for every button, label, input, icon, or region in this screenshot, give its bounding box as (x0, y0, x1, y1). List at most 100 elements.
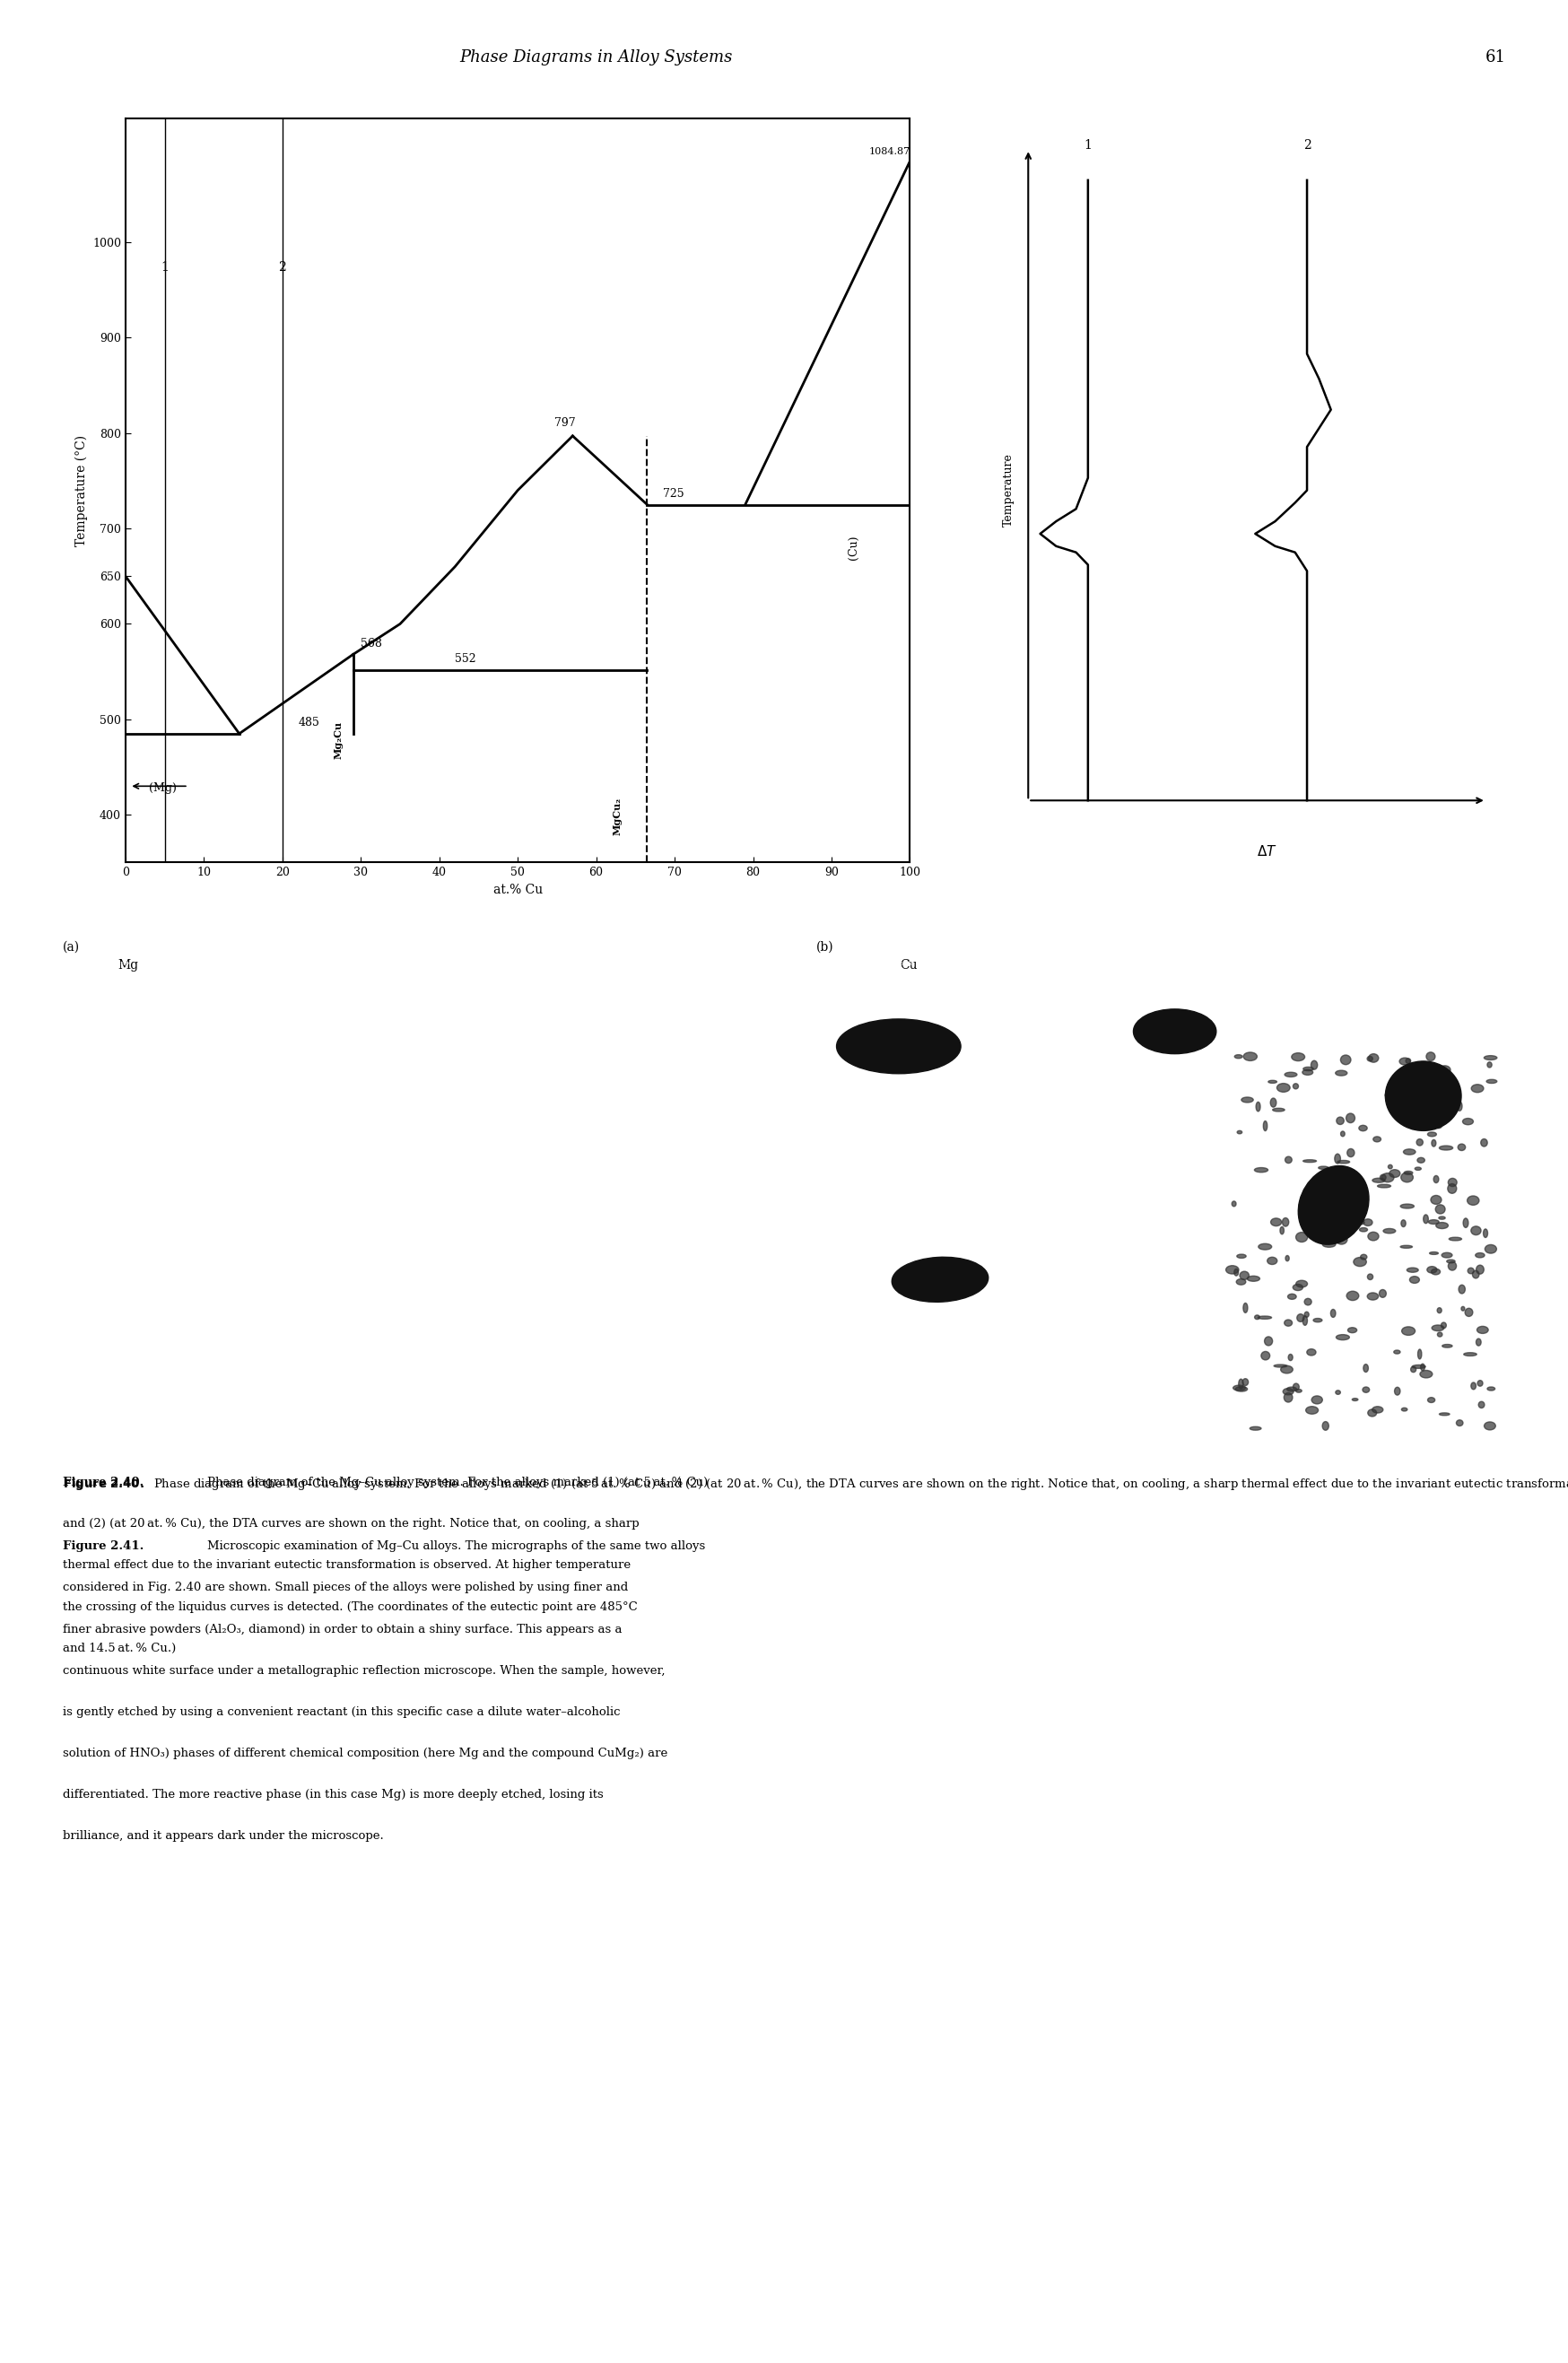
Ellipse shape (1267, 1080, 1276, 1082)
Ellipse shape (1414, 1167, 1421, 1170)
Ellipse shape (1261, 1352, 1269, 1361)
Ellipse shape (1279, 1366, 1292, 1373)
Ellipse shape (1475, 1326, 1488, 1333)
Ellipse shape (1474, 1252, 1483, 1257)
Ellipse shape (1419, 1371, 1432, 1378)
Ellipse shape (1342, 1217, 1348, 1224)
Ellipse shape (1284, 1319, 1292, 1326)
Ellipse shape (1334, 1153, 1339, 1163)
Ellipse shape (1295, 1281, 1306, 1288)
Ellipse shape (1254, 1002, 1369, 1130)
Ellipse shape (1258, 1316, 1272, 1319)
Text: 2: 2 (278, 260, 287, 274)
Ellipse shape (1236, 1255, 1245, 1257)
Ellipse shape (1485, 1080, 1496, 1082)
Ellipse shape (1270, 1219, 1281, 1226)
Ellipse shape (1303, 1297, 1311, 1304)
Ellipse shape (1243, 1052, 1256, 1061)
Ellipse shape (1237, 1130, 1242, 1134)
Text: and 14.5 at. % Cu.): and 14.5 at. % Cu.) (63, 1642, 176, 1654)
Y-axis label: Temperature (°C): Temperature (°C) (75, 435, 88, 546)
Ellipse shape (1486, 1387, 1494, 1389)
Text: continuous white surface under a metallographic reflection microscope. When the : continuous white surface under a metallo… (63, 1664, 665, 1675)
Ellipse shape (1427, 1132, 1436, 1137)
Ellipse shape (1471, 1271, 1479, 1278)
Ellipse shape (1242, 1378, 1248, 1385)
Ellipse shape (1334, 1389, 1339, 1394)
Ellipse shape (1388, 1092, 1392, 1094)
Ellipse shape (1225, 1267, 1239, 1274)
Ellipse shape (1273, 1363, 1286, 1368)
Ellipse shape (1303, 1160, 1316, 1163)
Ellipse shape (1417, 1349, 1421, 1359)
Ellipse shape (1250, 1427, 1261, 1430)
Ellipse shape (1428, 1252, 1438, 1255)
Ellipse shape (947, 1186, 1071, 1243)
Ellipse shape (1286, 1387, 1295, 1392)
Ellipse shape (1237, 1380, 1242, 1389)
Ellipse shape (1427, 1219, 1438, 1224)
Ellipse shape (207, 1101, 263, 1130)
Ellipse shape (1432, 1326, 1443, 1330)
Ellipse shape (1234, 1054, 1242, 1059)
Ellipse shape (1392, 1349, 1400, 1354)
Ellipse shape (541, 1295, 662, 1363)
Text: is gently etched by using a convenient reactant (in this specific case a dilute : is gently etched by using a convenient r… (63, 1706, 619, 1718)
Ellipse shape (1410, 1366, 1416, 1373)
Text: considered in Fig. 2.40 are shown. Small pieces of the alloys were polished by u: considered in Fig. 2.40 are shown. Small… (63, 1583, 627, 1593)
Ellipse shape (621, 1137, 718, 1224)
Ellipse shape (1483, 1056, 1496, 1061)
Ellipse shape (1295, 1389, 1301, 1392)
Ellipse shape (1334, 1233, 1347, 1245)
Ellipse shape (97, 1165, 235, 1245)
Ellipse shape (1471, 1382, 1475, 1389)
Ellipse shape (1435, 1122, 1441, 1127)
Text: Figure 2.41.: Figure 2.41. (63, 1541, 144, 1552)
Ellipse shape (1427, 1267, 1436, 1274)
Ellipse shape (1339, 1054, 1350, 1066)
Ellipse shape (1403, 1148, 1414, 1156)
Ellipse shape (1372, 1179, 1385, 1182)
Ellipse shape (1419, 1111, 1427, 1115)
Text: 552: 552 (455, 652, 477, 664)
Ellipse shape (500, 1016, 564, 1075)
Text: 568: 568 (361, 638, 383, 650)
Text: (a): (a) (63, 940, 80, 952)
Ellipse shape (1330, 1309, 1334, 1316)
Ellipse shape (1388, 1165, 1391, 1170)
Ellipse shape (1367, 1054, 1378, 1063)
Ellipse shape (1466, 1269, 1474, 1274)
Ellipse shape (1281, 1217, 1287, 1226)
Text: 1084.87: 1084.87 (869, 147, 909, 156)
Ellipse shape (1385, 1061, 1460, 1132)
Ellipse shape (1463, 1352, 1475, 1356)
Ellipse shape (1400, 1326, 1414, 1335)
Text: 485: 485 (298, 716, 320, 728)
Ellipse shape (1465, 1309, 1472, 1316)
Text: solution of HNO₃) phases of different chemical composition (here Mg and the comp: solution of HNO₃) phases of different ch… (63, 1749, 668, 1758)
Ellipse shape (1292, 1085, 1298, 1089)
Text: (b): (b) (815, 940, 833, 952)
Ellipse shape (1347, 1148, 1353, 1158)
Ellipse shape (1239, 1271, 1248, 1281)
Ellipse shape (1132, 1009, 1215, 1054)
Ellipse shape (1483, 1423, 1494, 1430)
Ellipse shape (1380, 1174, 1385, 1182)
Ellipse shape (1483, 1245, 1496, 1252)
Ellipse shape (1283, 1392, 1292, 1401)
Text: Mg: Mg (118, 959, 138, 971)
Ellipse shape (649, 1259, 690, 1300)
Ellipse shape (1438, 1217, 1444, 1219)
Text: $\bf{Figure\ 2.40.}$  Phase diagram of the Mg–Cu alloy system. For the alloys ma: $\bf{Figure\ 2.40.}$ Phase diagram of th… (63, 1477, 1568, 1491)
Text: 797: 797 (554, 418, 575, 430)
Ellipse shape (1402, 1078, 1413, 1087)
Text: Phase diagram of the Mg–Cu alloy system. For the alloys marked (1) (at 5 at. % C: Phase diagram of the Mg–Cu alloy system.… (207, 1477, 707, 1489)
Ellipse shape (1457, 1101, 1461, 1111)
Text: 2: 2 (1303, 139, 1311, 151)
Ellipse shape (1284, 1156, 1290, 1163)
Ellipse shape (1372, 1406, 1383, 1413)
Ellipse shape (1389, 1170, 1399, 1177)
Ellipse shape (1486, 1061, 1491, 1068)
Ellipse shape (1447, 1184, 1455, 1193)
Text: thermal effect due to the invariant eutectic transformation is observed. At high: thermal effect due to the invariant eute… (63, 1560, 630, 1571)
